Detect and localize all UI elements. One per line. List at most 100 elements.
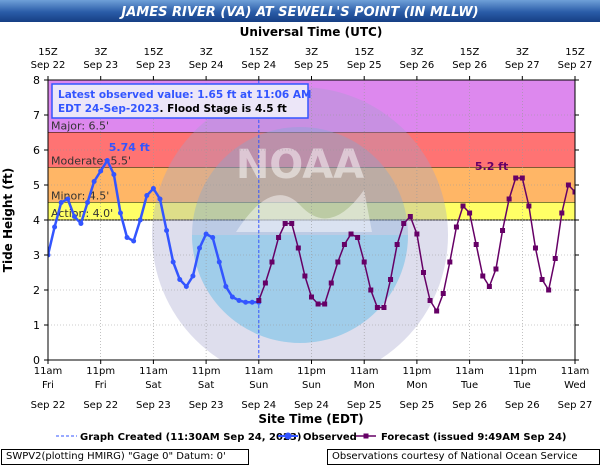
observed-point [124,235,130,240]
forecast-point [348,231,354,237]
forecast-point [394,242,400,247]
observed-point [223,284,229,289]
bottom-tick-date: Sep 27 [558,400,593,411]
forecast-point [381,305,387,310]
forecast-point [552,256,558,261]
forecast-point [282,221,288,226]
observed-point [98,168,104,174]
latest-value-annotation: Latest observed value: 1.65 ft at 11:06 … [51,83,311,119]
bottom-tick-time: 11am [139,366,168,377]
bottom-tick-time: 11am [34,366,63,377]
bottom-tick-day: Tue [460,380,478,391]
observed-point [183,284,189,289]
top-tick-label: 3Z [516,47,529,58]
top-tick-date: Sep 26 [452,60,487,71]
forecast-point [407,214,413,219]
legend-forecast-label: Forecast (issued 9:49AM Sep 24) [381,432,567,443]
forecast-point [546,287,552,293]
forecast-point [401,221,407,226]
forecast-point [414,231,420,237]
observed-point [144,193,150,198]
peak-label: 5.74 ft [109,141,150,154]
bottom-tick-day: Wed [564,380,586,391]
legend-created-label: Graph Created (11:30AM Sep 24, 2023) [80,432,301,443]
observed-point [170,259,176,265]
y-tick-label: 0 [33,354,40,367]
bottom-tick-time: 11am [350,366,379,377]
observed-point [58,200,64,205]
observed-point [243,299,249,305]
annotation-line1: Latest observed value: 1.65 ft at 11:06 … [58,89,311,101]
forecast-point [256,298,262,303]
annotation-line3: . Flood Stage is 4.5 ft [159,103,286,115]
observed-point [203,231,209,237]
observed-point [104,158,110,163]
forecast-point [480,273,486,279]
legend-forecast-marker [363,433,369,439]
forecast-point [368,287,374,293]
bottom-tick-date: Sep 23 [189,400,224,411]
forecast-point [289,221,295,226]
observed-point [117,210,123,216]
bottom-tick-date: Sep 26 [505,400,540,411]
forecast-point [335,259,341,265]
forecast-point [473,242,479,247]
legend: Graph Created (11:30AM Sep 24, 2023) Obs… [56,432,567,443]
y-tick-label: 2 [33,284,40,297]
bottom-tick-day: Sat [198,380,214,391]
forecast-point [447,259,453,265]
seal-inner-disc [192,127,408,343]
top-tick-label: 3Z [305,47,318,58]
top-tick-date: Sep 27 [558,60,593,71]
hydrograph-chart: JAMES RIVER (VA) AT SEWELL'S POINT (IN M… [0,0,600,443]
observed-point [236,298,242,303]
forecast-point [506,196,512,202]
forecast-point [460,203,466,209]
top-tick-date: Sep 25 [294,60,329,71]
observed-point [111,172,117,177]
bottom-tick-date: Sep 22 [83,400,118,411]
forecast-point [355,235,361,240]
chart-title: JAMES RIVER (VA) AT SEWELL'S POINT (IN M… [118,5,478,20]
band-label-moderate: Moderate: 5.5' [51,155,131,168]
bottom-tick-time: 11pm [508,366,537,377]
forecast-point [341,242,347,247]
observed-point [71,214,77,219]
seal-lettering: NOAA [236,142,364,188]
bottom-tick-time: 11am [561,366,590,377]
top-tick-date: Sep 26 [400,60,435,71]
observed-point [197,245,203,251]
observed-point [65,196,71,202]
y-tick-label: 3 [33,249,40,262]
bottom-tick-day: Mon [406,380,427,391]
top-tick-date: Sep 25 [347,60,382,71]
forecast-point [532,245,538,251]
forecast-point [539,277,545,282]
footer-gauge-info: SWPV2(plotting HMIRG) "Gage 0" Datum: 0' [1,449,249,465]
y-tick-label: 8 [33,74,40,87]
forecast-point [328,280,334,286]
forecast-point [434,308,440,314]
top-tick-label: 15Z [144,47,164,58]
bottom-tick-day: Sat [145,380,161,391]
noaa-watermark: NOAA [152,87,448,360]
bottom-tick-date: Sep 25 [400,400,435,411]
observed-point [137,217,143,223]
seal-outer-ring [152,87,448,360]
seal-bird [236,190,372,232]
top-tick-label: 15Z [460,47,480,58]
bottom-tick-date: Sep 23 [136,400,171,411]
forecast-point [302,273,308,279]
top-tick-label: 15Z [565,47,585,58]
observed-point [216,259,222,265]
bottom-tick-date: Sep 26 [452,400,487,411]
bottom-tick-day: Tue [513,380,531,391]
top-tick-date: Sep 27 [505,60,540,71]
y-tick-label: 1 [33,319,40,332]
band-action [48,202,575,220]
footer-credit: Observations courtesy of National Ocean … [327,449,600,465]
forecast-point [500,228,506,233]
forecast-point [453,224,459,230]
observed-point [229,294,235,300]
observed-point [164,228,170,233]
